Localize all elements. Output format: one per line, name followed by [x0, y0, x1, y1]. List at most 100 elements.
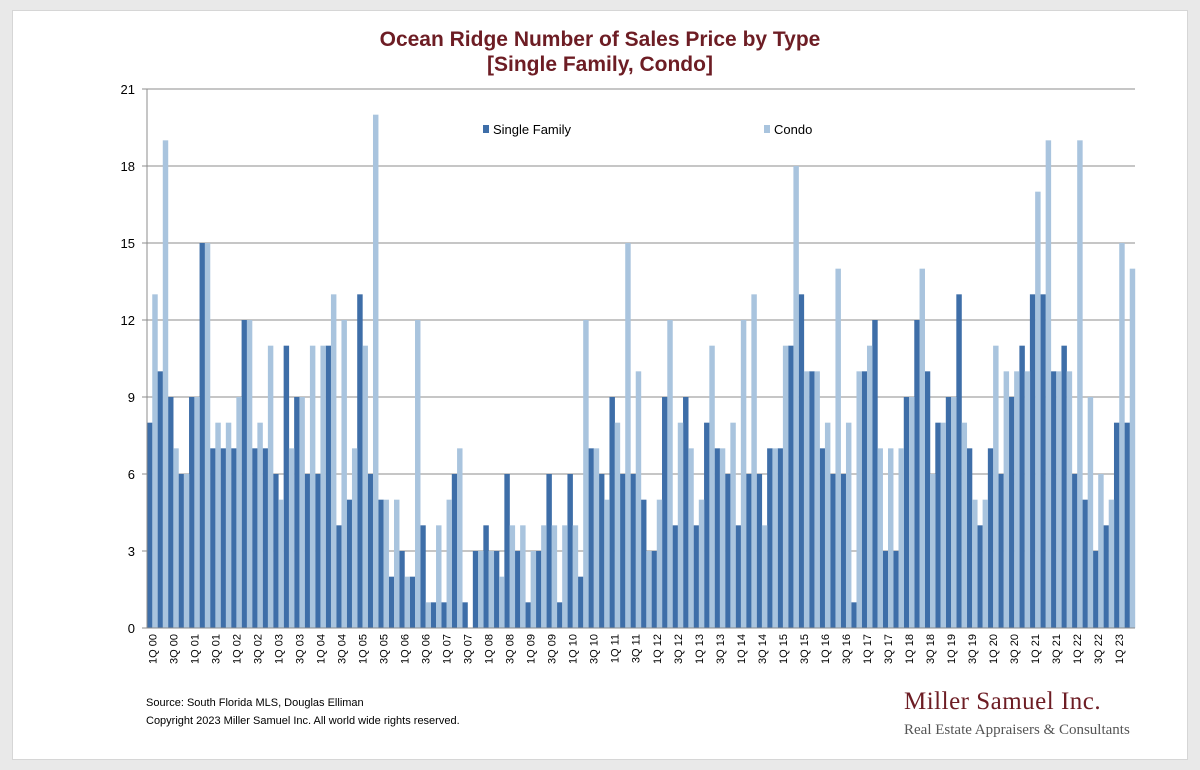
bar-condo — [173, 448, 179, 628]
bar-condo — [719, 448, 726, 628]
bar-condo — [509, 525, 516, 628]
bar-condo — [877, 448, 883, 628]
x-tick-label: 3Q 14 — [757, 634, 769, 664]
x-tick-label: 1Q 04 — [315, 634, 327, 664]
bar-condo — [162, 140, 169, 628]
x-tick-label: 3Q 19 — [967, 634, 979, 664]
x-tick-label: 3Q 04 — [336, 634, 348, 664]
bar-condo — [888, 448, 894, 628]
bar-single-family — [556, 602, 563, 628]
bar-single-family — [178, 474, 184, 628]
bar-single-family — [220, 448, 227, 628]
bar-condo — [709, 345, 715, 628]
bar-condo — [341, 320, 347, 628]
bar-condo — [961, 422, 968, 628]
bar-condo — [1014, 371, 1020, 628]
x-tick-label: 1Q 01 — [189, 634, 201, 664]
bar-single-family — [756, 474, 763, 628]
bar-single-family — [725, 474, 731, 628]
x-tick-label: 3Q 15 — [799, 634, 811, 664]
source-note: Source: South Florida MLS, Douglas Ellim… — [146, 697, 364, 709]
bar-single-family — [241, 320, 248, 628]
bar-condo — [982, 499, 989, 628]
x-tick-label: 1Q 00 — [147, 634, 159, 664]
bar-single-family — [987, 448, 994, 628]
chart-title: Ocean Ridge Number of Sales Price by Typ… — [379, 28, 821, 51]
bar-condo — [814, 371, 820, 628]
bar-single-family — [1040, 294, 1046, 628]
x-tick-label: 3Q 12 — [673, 634, 685, 664]
bar-single-family — [535, 551, 542, 628]
bar-condo — [1077, 140, 1083, 628]
bar-single-family — [630, 474, 636, 628]
bar-condo — [614, 422, 621, 628]
bar-condo — [940, 422, 947, 628]
bar-single-family — [609, 397, 615, 628]
bar-single-family — [809, 371, 815, 628]
bar-condo — [656, 499, 663, 628]
x-tick-label: 1Q 22 — [1072, 634, 1084, 664]
bar-single-family — [714, 448, 721, 628]
bar-single-family — [378, 499, 384, 628]
bar-single-family — [840, 474, 847, 628]
bar-single-family — [651, 551, 657, 628]
y-tick-label: 6 — [128, 467, 135, 482]
x-axis: 1Q 00 3Q 00 1Q 01 3Q 01 1Q 02 3Q 02 1Q 03 3Q 03… — [147, 627, 1135, 664]
bar-condo — [425, 602, 431, 628]
x-tick-label: 1Q 18 — [904, 634, 916, 664]
bar-condo — [194, 397, 200, 628]
bar-condo — [488, 551, 495, 628]
x-tick-label: 1Q 05 — [357, 634, 369, 664]
bar-condo — [740, 320, 747, 628]
bar-single-family — [336, 525, 342, 628]
x-tick-label: 3Q 16 — [841, 634, 853, 664]
bar-single-family — [693, 525, 700, 628]
bar-single-family — [441, 602, 447, 628]
bar-single-family — [683, 397, 689, 628]
x-tick-label: 1Q 12 — [652, 634, 664, 664]
x-tick-label: 1Q 15 — [778, 634, 790, 664]
bar-condo — [551, 525, 558, 628]
bar-single-family — [493, 551, 500, 628]
bar-condo — [1129, 268, 1136, 628]
bar-single-family — [598, 474, 605, 628]
x-tick-label: 3Q 09 — [547, 634, 559, 664]
bar-condo — [1024, 371, 1031, 628]
bar-single-family — [451, 474, 458, 628]
bar-condo — [667, 320, 673, 628]
bars — [147, 114, 1136, 629]
bar-condo — [803, 371, 810, 628]
bar-condo — [845, 422, 852, 628]
y-tick-label: 0 — [128, 621, 135, 636]
bar-condo — [909, 397, 915, 628]
bar-condo — [1098, 474, 1104, 628]
bar-condo — [225, 422, 232, 628]
legend: Single Family Condo — [483, 122, 812, 137]
y-tick-label: 15 — [121, 236, 135, 251]
bar-single-family — [462, 602, 468, 628]
bar-condo — [415, 320, 421, 628]
bar-condo — [351, 448, 358, 628]
bar-single-family — [189, 397, 195, 628]
bar-single-family — [704, 422, 710, 628]
x-tick-label: 1Q 20 — [988, 634, 1000, 664]
bar-single-family — [1092, 551, 1099, 628]
bar-condo — [593, 448, 600, 628]
bar-condo — [1087, 397, 1094, 628]
bar-single-family — [1029, 294, 1036, 628]
bar-condo — [478, 551, 484, 628]
bar-single-family — [367, 474, 374, 628]
bar-condo — [330, 294, 337, 628]
bar-single-family — [283, 345, 290, 628]
bar-single-family — [346, 499, 353, 628]
bar-condo — [930, 474, 936, 628]
legend-swatch-single-family — [483, 125, 489, 133]
x-tick-label: 1Q 14 — [736, 634, 748, 664]
bar-single-family — [252, 448, 258, 628]
x-tick-label: 3Q 20 — [1009, 634, 1021, 664]
bar-condo — [267, 345, 274, 628]
bar-single-family — [294, 397, 300, 628]
bar-single-family — [777, 448, 784, 628]
bar-condo — [372, 114, 379, 629]
legend-swatch-condo — [764, 125, 770, 133]
